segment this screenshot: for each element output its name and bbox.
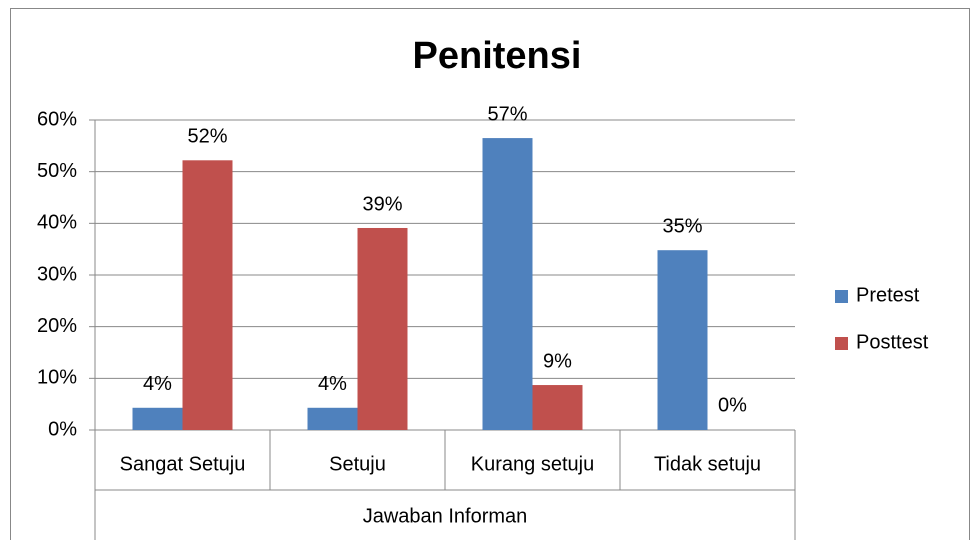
bar (657, 250, 708, 430)
x-tick-label: Setuju (329, 453, 386, 475)
bar (532, 385, 583, 430)
x-tick-label: Kurang setuju (471, 453, 594, 475)
legend-swatch (835, 290, 848, 303)
value-label: 35% (662, 215, 702, 237)
y-tick-label: 50% (37, 160, 77, 182)
bar (307, 407, 358, 430)
bar (357, 227, 408, 430)
bar (482, 138, 533, 431)
x-tick-label: Tidak setuju (654, 453, 761, 475)
y-tick-label: 30% (37, 263, 77, 285)
value-label: 39% (362, 193, 402, 215)
legend-label: Pretest (856, 284, 920, 306)
legend-swatch (835, 337, 848, 350)
bar (182, 160, 233, 431)
chart-title: Penitensi (413, 35, 582, 77)
value-label: 52% (187, 126, 227, 148)
value-label: 57% (487, 103, 527, 125)
value-label: 4% (318, 373, 347, 395)
y-tick-label: 0% (48, 418, 77, 440)
bar (132, 407, 183, 430)
y-tick-label: 10% (37, 367, 77, 389)
y-tick-label: 20% (37, 315, 77, 337)
x-tick-label: Sangat Setuju (120, 453, 246, 475)
value-label: 4% (143, 373, 172, 395)
x-axis-title: Jawaban Informan (363, 505, 528, 527)
y-tick-label: 60% (37, 108, 77, 130)
value-label: 0% (718, 394, 747, 416)
legend-label: Posttest (856, 331, 929, 353)
value-label: 9% (543, 350, 572, 372)
y-tick-label: 40% (37, 212, 77, 234)
